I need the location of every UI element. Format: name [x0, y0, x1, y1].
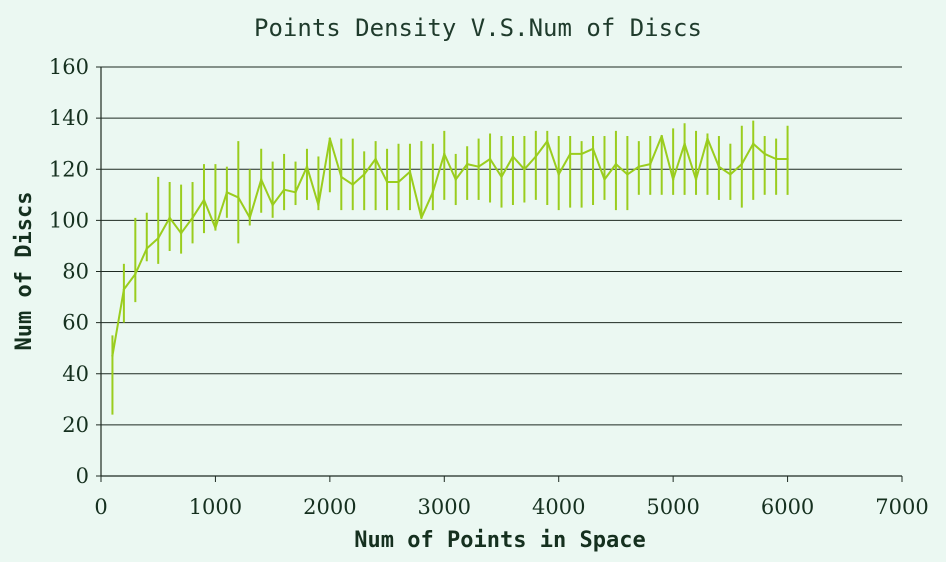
data-point — [660, 134, 663, 138]
data-point — [534, 155, 538, 158]
data-point — [683, 142, 686, 145]
x-axis-title: Num of Points in Space — [354, 528, 645, 553]
data-point — [763, 152, 766, 156]
data-point — [294, 191, 297, 194]
series-line — [111, 135, 788, 357]
data-point — [214, 226, 217, 230]
data-point — [557, 173, 560, 176]
y-tick-label: 60 — [62, 311, 89, 335]
data-point — [317, 203, 320, 207]
data-point — [511, 155, 515, 158]
data-point — [568, 152, 572, 156]
data-point — [282, 188, 286, 191]
data-point — [500, 175, 503, 179]
data-point — [523, 168, 526, 171]
data-point — [671, 178, 675, 181]
x-tick-label: 1000 — [189, 495, 242, 519]
data-point — [591, 147, 595, 150]
y-tick-label: 160 — [49, 55, 89, 79]
data-point — [248, 216, 251, 220]
data-point — [340, 175, 343, 179]
y-tick-label: 80 — [62, 260, 89, 284]
grid-layer — [101, 66, 902, 426]
y-tick-label: 0 — [76, 464, 89, 488]
data-point — [374, 157, 377, 161]
data-point — [740, 162, 743, 166]
data-point — [603, 178, 606, 181]
data-point — [134, 272, 137, 276]
data-point — [157, 237, 160, 240]
x-tick-label: 5000 — [646, 495, 699, 519]
data-point — [385, 180, 389, 184]
x-tick-label: 7000 — [875, 495, 928, 519]
data-point — [465, 162, 469, 166]
data-point — [717, 165, 721, 168]
data-point — [168, 216, 171, 220]
data-point — [477, 165, 480, 168]
data-point — [431, 191, 435, 194]
data-point — [328, 137, 332, 140]
y-tick-label: 120 — [49, 157, 89, 181]
data-point — [305, 165, 309, 168]
y-tick-label: 40 — [62, 362, 89, 386]
data-point — [111, 354, 114, 358]
data-point — [614, 162, 618, 166]
data-point — [191, 216, 194, 220]
data-point — [122, 288, 126, 291]
data-point — [237, 196, 240, 199]
data-point — [271, 203, 274, 207]
data-point — [752, 142, 755, 145]
x-tick-label: 2000 — [303, 495, 356, 519]
chart-title: Points Density V.S.Num of Discs — [254, 14, 702, 42]
data-point — [706, 137, 709, 140]
tick-layer: 0 20 40 60 80 100 120 140 160 0 1000 2000 3000 4000 50… — [49, 55, 929, 519]
data-point — [362, 173, 366, 176]
y-axis-title: Num of Discs — [12, 192, 37, 351]
x-tick-label: 0 — [94, 495, 107, 519]
data-point — [626, 173, 629, 176]
axis-layer — [96, 66, 903, 482]
data-point — [145, 247, 148, 250]
data-point — [351, 183, 354, 186]
x-tick-label: 6000 — [761, 495, 814, 519]
data-point — [454, 178, 457, 181]
data-point — [580, 152, 583, 156]
x-tick-label: 4000 — [532, 495, 585, 519]
data-point — [202, 198, 206, 202]
y-tick-label: 100 — [49, 208, 89, 232]
x-tick-label: 3000 — [418, 495, 471, 519]
data-point — [397, 180, 400, 184]
data-point — [649, 162, 652, 166]
data-point — [488, 157, 492, 161]
data-point — [729, 173, 732, 176]
series-layer — [111, 120, 789, 415]
data-point — [408, 170, 412, 174]
data-point — [786, 157, 789, 161]
data-point — [694, 178, 698, 181]
y-tick-label: 140 — [49, 106, 89, 130]
data-point — [546, 139, 549, 143]
y-tick-label: 20 — [62, 413, 89, 437]
data-point — [637, 165, 641, 168]
data-point — [260, 178, 263, 181]
data-point — [179, 231, 183, 235]
data-point — [443, 152, 446, 156]
data-point — [420, 216, 423, 220]
data-point — [225, 191, 229, 194]
data-point — [774, 157, 778, 161]
